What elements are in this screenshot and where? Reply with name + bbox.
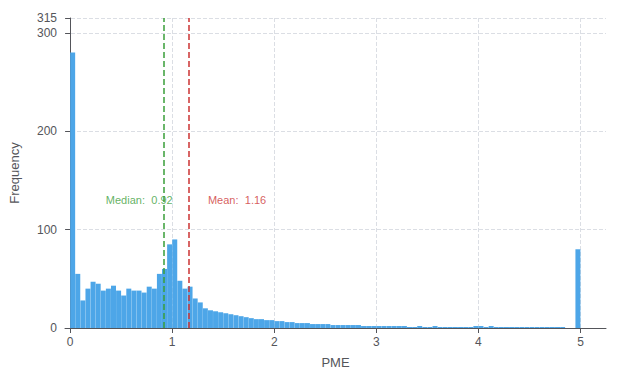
svg-text:315: 315 bbox=[37, 11, 57, 25]
svg-text:0: 0 bbox=[67, 335, 74, 349]
svg-text:1: 1 bbox=[169, 335, 176, 349]
svg-text:Frequency: Frequency bbox=[7, 142, 22, 204]
svg-text:100: 100 bbox=[37, 223, 57, 237]
svg-text:3: 3 bbox=[373, 335, 380, 349]
svg-text:Median:: Median: bbox=[106, 194, 145, 206]
svg-text:5: 5 bbox=[577, 335, 584, 349]
svg-text:Mean:: Mean: bbox=[208, 194, 239, 206]
svg-text:2: 2 bbox=[271, 335, 278, 349]
svg-text:PME: PME bbox=[321, 355, 350, 370]
svg-text:4: 4 bbox=[475, 335, 482, 349]
svg-text:300: 300 bbox=[37, 26, 57, 40]
svg-text:0: 0 bbox=[50, 321, 57, 335]
svg-text:200: 200 bbox=[37, 124, 57, 138]
svg-text:0.92: 0.92 bbox=[151, 194, 172, 206]
svg-text:1.16: 1.16 bbox=[245, 194, 266, 206]
